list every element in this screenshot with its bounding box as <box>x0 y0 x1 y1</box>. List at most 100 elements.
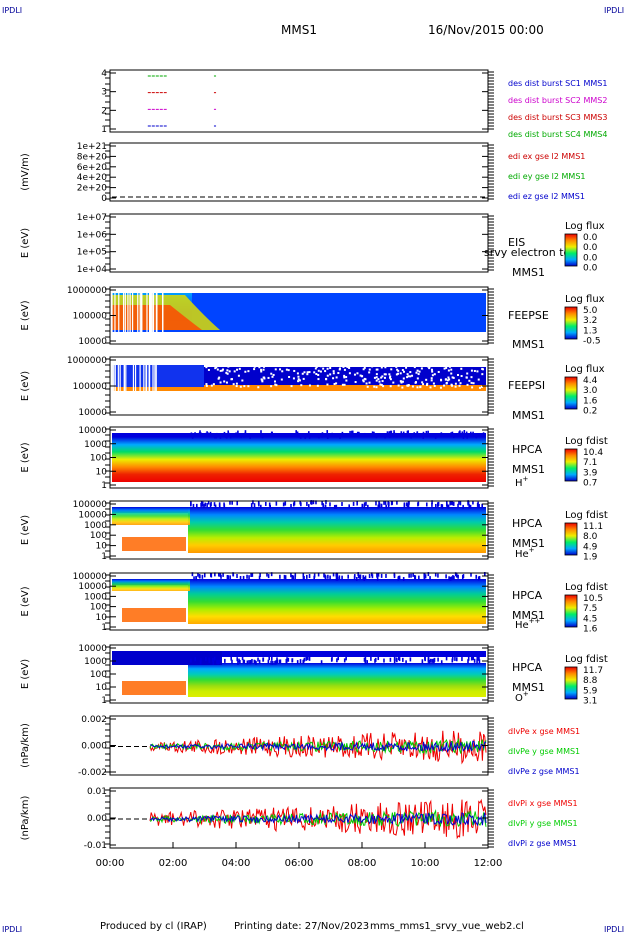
heatmap-speckle <box>440 432 443 437</box>
heatmap-body <box>188 663 486 697</box>
y-tick-label: 0.002 <box>81 715 107 725</box>
heatmap-speckle <box>409 375 412 378</box>
heatmap-speckle <box>375 501 377 506</box>
heatmap-speckle <box>455 657 458 662</box>
heatmap-speckle <box>462 434 465 439</box>
heatmap-speckle <box>296 432 298 437</box>
heatmap-speckle <box>260 378 263 381</box>
heatmap-speckle <box>279 574 281 579</box>
heatmap-speckle <box>427 656 430 661</box>
panel-frame <box>109 142 489 202</box>
heatmap-speckle <box>298 379 301 382</box>
heatmap-speckle <box>274 368 277 371</box>
heatmap-speckle <box>481 503 483 508</box>
heatmap-speckle <box>466 383 469 386</box>
heatmap-speckle <box>240 434 242 439</box>
panel-burst: 4 3 2 1 des dist burst SC1 MMS1 des dist burs… <box>101 69 607 139</box>
heatmap-speckle <box>232 572 234 577</box>
heatmap-speckle <box>306 501 308 506</box>
heatmap-speckle <box>478 503 480 508</box>
heatmap-speckle <box>300 384 303 387</box>
panel-eis: 1e+07 1e+06 1e+05 1e+04 E (eV) EIS MMS1 srvy el… <box>20 213 605 279</box>
heatmap-speckle <box>461 431 464 436</box>
spacecraft-label: MMS1 <box>512 338 545 351</box>
y-tick-label: 1000000 <box>67 356 107 366</box>
y-tick-label: 10 <box>96 542 108 552</box>
heatmap-speckle <box>272 660 274 665</box>
heatmap-speckle <box>437 573 439 578</box>
heatmap-speckle <box>333 504 336 509</box>
heatmap-speckle <box>317 369 320 372</box>
y-tick-label: 1000 <box>84 521 107 531</box>
heatmap-speckle <box>468 504 470 509</box>
heatmap-speckle <box>441 504 444 509</box>
heatmap-speckle <box>416 377 419 380</box>
heatmap-speckle <box>275 660 278 665</box>
y-tick-label: 1e+05 <box>77 248 107 258</box>
heatmap-speckle <box>218 502 221 507</box>
heatmap-speckle <box>207 368 210 371</box>
heatmap-speckle <box>462 574 465 579</box>
y-tick-label: 100 <box>90 454 107 464</box>
heatmap-speckle <box>257 386 260 389</box>
heatmap-speckle <box>429 576 431 581</box>
heatmap-speckle <box>331 656 333 661</box>
heatmap-speckle <box>244 430 247 435</box>
heatmap-speckle <box>283 574 286 579</box>
heatmap-speckle <box>427 430 429 435</box>
heatmap-speckle <box>302 377 305 380</box>
heatmap-speckle <box>304 434 307 439</box>
heatmap-speckle <box>292 575 295 580</box>
instrument-label: EIS <box>508 236 525 249</box>
heatmap-speckle <box>388 373 391 376</box>
panel-feepse: 1000000 100000 10000 E (eV) FEEPSE MMS1 Log fl… <box>20 286 605 351</box>
heatmap-speckle <box>315 500 317 505</box>
heatmap-speckle <box>236 501 239 506</box>
heatmap-speckle <box>326 374 329 377</box>
heatmap-speckle <box>226 369 229 372</box>
heatmap-speckle <box>231 659 233 664</box>
heatmap-speckle <box>472 500 474 505</box>
heatmap-speckle <box>443 367 446 370</box>
heatmap-speckle <box>313 371 316 374</box>
heatmap-speckle <box>331 432 334 437</box>
instrument-label: HPCA <box>512 517 543 530</box>
heatmap-speckle <box>406 503 409 508</box>
heatmap-speckle <box>194 432 196 437</box>
y-axis-label: E (eV) <box>20 300 31 330</box>
heatmap-speckle <box>297 378 300 381</box>
heatmap-speckle <box>394 364 397 367</box>
heatmap-speckle <box>332 572 335 577</box>
heatmap-speckle <box>217 660 219 665</box>
heatmap-speckle <box>198 432 201 437</box>
heatmap-speckle <box>470 376 473 379</box>
heatmap-speckle <box>205 657 207 662</box>
heatmap-speckle <box>401 380 404 383</box>
heatmap-early-hot <box>122 681 186 695</box>
heatmap-speckle <box>389 378 392 381</box>
heatmap-speckle <box>297 375 300 378</box>
heatmap-speckle <box>387 500 390 505</box>
legend-entry: dIvPe x gse MMS1 <box>508 727 580 736</box>
colorbar-tick-label: 0.0 <box>583 233 598 243</box>
heatmap-speckle <box>246 574 248 579</box>
heatmap-speckle <box>350 432 353 437</box>
heatmap-speckle <box>204 502 207 507</box>
heatmap-speckle <box>426 382 429 385</box>
heatmap-speckle <box>207 432 209 437</box>
heatmap-speckle <box>365 382 368 385</box>
heatmap-speckle <box>326 367 329 370</box>
heatmap-speckle <box>335 504 338 509</box>
heatmap-speckle <box>239 385 242 388</box>
heatmap-speckle <box>242 433 245 438</box>
heatmap-speckle <box>356 372 359 375</box>
heatmap-speckle <box>226 363 229 366</box>
heatmap-speckle <box>368 574 371 579</box>
heatmap-speckle <box>417 373 420 376</box>
heatmap-speckle <box>235 385 238 388</box>
y-tick-label: 100 <box>90 531 107 541</box>
heatmap-speckle <box>389 385 392 388</box>
heatmap-speckle <box>190 502 192 507</box>
heatmap-speckle <box>231 500 233 505</box>
heatmap-speckle <box>274 660 276 665</box>
